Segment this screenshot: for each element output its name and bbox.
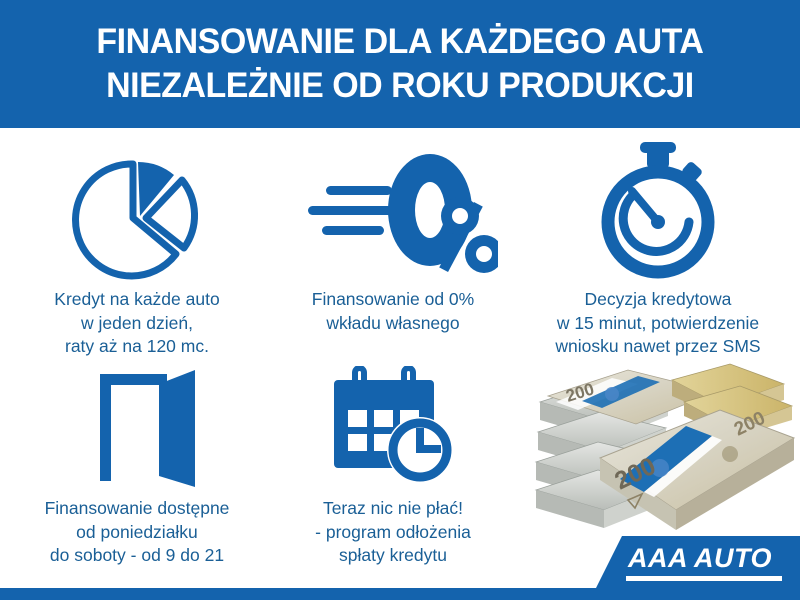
pie-chart-icon (62, 142, 212, 282)
feature-caption: Decyzja kredytowa w 15 minut, potwierdze… (555, 288, 760, 359)
logo-text: AAA AUTO (628, 543, 772, 573)
aaa-auto-logo: AAA AUTO (596, 536, 800, 588)
caption-line: raty aż na 120 mc. (65, 336, 209, 356)
feature-caption: Finansowanie dostępne od poniedziałku do… (45, 497, 230, 568)
caption-line: Teraz nic nie płać! (322, 498, 464, 518)
caption-line: wkładu własnego (326, 312, 460, 333)
header-banner: FINANSOWANIE DLA KAŻDEGO AUTA NIEZALEŻNI… (0, 0, 800, 128)
bottom-strip (0, 588, 800, 600)
feature-caption: Kredyt na każde auto w jeden dzień, raty… (54, 288, 219, 359)
caption-line: w jeden dzień, (81, 312, 193, 333)
feature-zero-percent-downpayment: Finansowanie od 0% wkładu własnego (268, 142, 518, 335)
feature-grid: Kredyt na każde auto w jeden dzień, raty… (0, 128, 800, 588)
caption-line: Finansowanie dostępne (44, 498, 230, 518)
caption-line: Kredyt na każde auto (54, 289, 220, 309)
feature-opening-hours: Finansowanie dostępne od poniedziałku do… (2, 366, 272, 568)
banknote-stacks-photo: 200 200 (516, 362, 800, 544)
caption-line: w 15 minut, potwierdzenie (556, 312, 760, 333)
caption-line: wniosku nawet przez SMS (555, 336, 761, 356)
logo-underline (626, 576, 782, 581)
zero-percent-icon (288, 142, 498, 282)
caption-line: spłaty kredytu (339, 545, 447, 565)
caption-line: od poniedziałku (76, 521, 198, 542)
feature-caption: Finansowanie od 0% wkładu własnego (312, 288, 474, 335)
caption-line: Finansowanie od 0% (311, 289, 475, 309)
headline-line-1: FINANSOWANIE DLA KAŻDEGO AUTA (96, 22, 704, 61)
headline-line-2: NIEZALEŻNIE OD ROKU PRODUKCJI (106, 66, 694, 105)
feature-credit-any-car: Kredyt na każde auto w jeden dzień, raty… (2, 142, 272, 359)
feature-caption: Teraz nic nie płać! - program odłożenia … (315, 497, 471, 568)
caption-line: do soboty - od 9 do 21 (49, 545, 225, 565)
stopwatch-icon (588, 142, 728, 282)
caption-line: Decyzja kredytowa (584, 289, 732, 309)
calendar-clock-icon (318, 366, 468, 491)
feature-deferred-payment: Teraz nic nie płać! - program odłożenia … (268, 366, 518, 568)
open-door-icon (62, 366, 212, 491)
caption-line: - program odłożenia (315, 521, 471, 542)
feature-fast-credit-decision: Decyzja kredytowa w 15 minut, potwierdze… (516, 142, 800, 359)
